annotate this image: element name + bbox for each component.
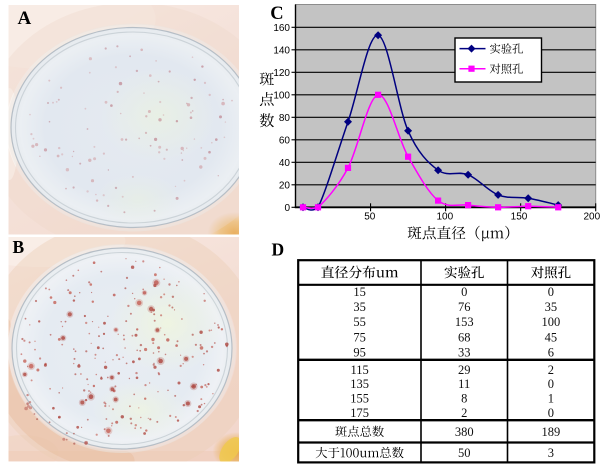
svg-text:175: 175: [350, 406, 369, 420]
svg-text:100: 100: [273, 90, 290, 101]
svg-text:155: 155: [350, 392, 369, 406]
svg-text:153: 153: [455, 315, 474, 329]
svg-text:0: 0: [461, 285, 467, 299]
svg-text:50: 50: [364, 212, 376, 223]
svg-text:B: B: [13, 237, 25, 257]
svg-text:6: 6: [548, 346, 554, 360]
svg-text:115: 115: [350, 363, 368, 377]
svg-text:29: 29: [458, 363, 471, 377]
svg-text:0: 0: [284, 203, 290, 214]
svg-text:200: 200: [583, 212, 600, 223]
svg-text:160: 160: [273, 23, 290, 34]
svg-text:11: 11: [458, 377, 470, 391]
svg-text:35: 35: [545, 300, 558, 314]
svg-text:15: 15: [353, 285, 366, 299]
svg-text:C: C: [270, 4, 283, 24]
svg-text:A: A: [18, 8, 32, 29]
svg-text:150: 150: [511, 212, 528, 223]
svg-text:68: 68: [458, 330, 471, 344]
svg-text:75: 75: [353, 330, 366, 344]
svg-text:135: 135: [350, 377, 369, 391]
svg-text:60: 60: [279, 135, 291, 146]
svg-text:33: 33: [458, 346, 471, 360]
svg-text:0: 0: [548, 406, 554, 420]
svg-text:120: 120: [273, 68, 290, 79]
svg-text:50: 50: [458, 446, 471, 460]
svg-text:8: 8: [461, 392, 467, 406]
svg-text:76: 76: [458, 300, 471, 314]
svg-text:80: 80: [279, 113, 291, 124]
svg-text:100: 100: [542, 315, 561, 329]
svg-text:2: 2: [548, 363, 554, 377]
svg-text:100: 100: [436, 212, 453, 223]
svg-text:0: 0: [548, 377, 554, 391]
svg-text:3: 3: [548, 446, 554, 460]
svg-text:189: 189: [542, 425, 561, 439]
svg-text:55: 55: [353, 315, 366, 329]
svg-text:1: 1: [548, 392, 554, 406]
svg-text:2: 2: [461, 406, 467, 420]
svg-text:40: 40: [279, 158, 291, 169]
svg-text:0: 0: [548, 285, 554, 299]
svg-text:35: 35: [353, 300, 366, 314]
svg-text:20: 20: [279, 180, 291, 191]
svg-text:380: 380: [455, 425, 474, 439]
svg-text:D: D: [272, 239, 285, 259]
svg-text:45: 45: [545, 330, 558, 344]
svg-text:140: 140: [273, 45, 290, 56]
svg-text:95: 95: [353, 346, 366, 360]
